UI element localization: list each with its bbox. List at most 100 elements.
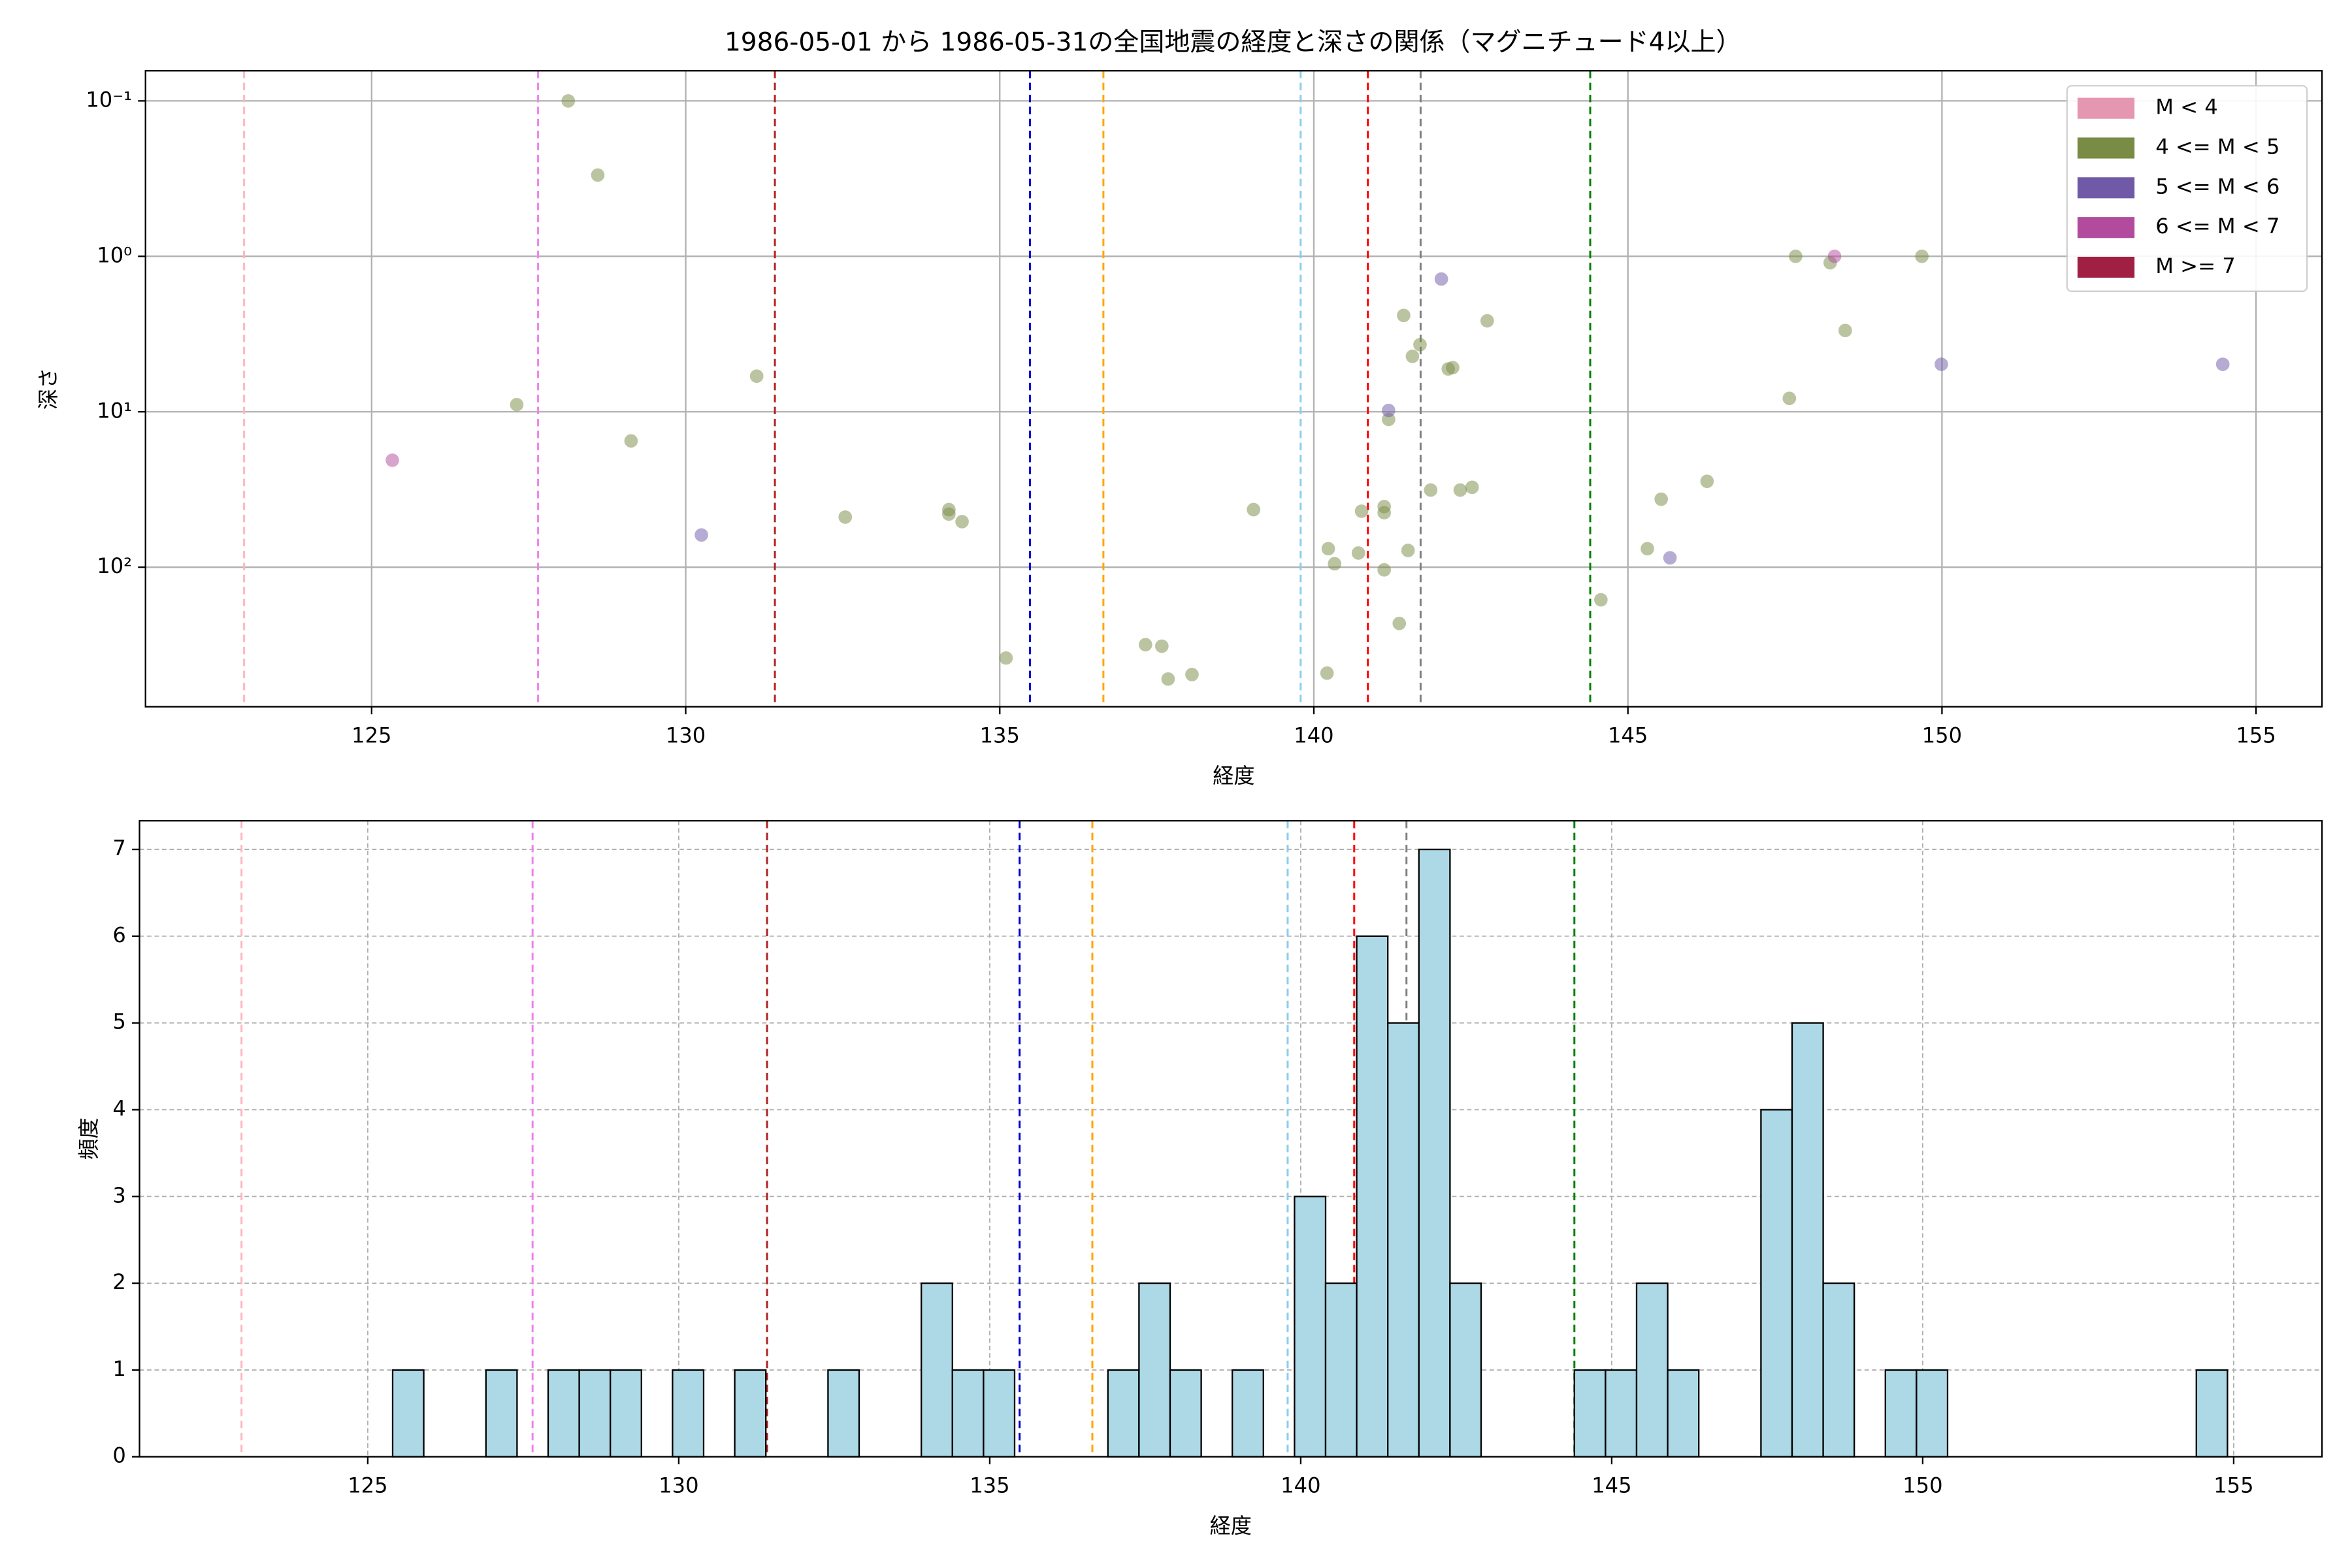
y-tick-label: 3 (112, 1183, 125, 1207)
y-tick-label: 2 (112, 1269, 125, 1294)
data-point (1654, 492, 1668, 506)
data-point (1594, 593, 1608, 607)
bar (1324, 1282, 1358, 1458)
x-tick-label: 155 (2236, 723, 2276, 748)
y-axis-label: 深さ (36, 368, 61, 410)
data-point (1185, 668, 1199, 681)
data-point (1405, 350, 1420, 363)
y-tick-label: 10² (97, 553, 132, 578)
bar (2195, 1369, 2229, 1458)
data-point (1397, 308, 1411, 323)
data-point (1663, 551, 1677, 565)
bar (1294, 1196, 1327, 1458)
x-tick-label: 130 (666, 723, 706, 748)
data-point (624, 434, 638, 448)
bar (547, 1369, 580, 1458)
data-point (999, 651, 1013, 665)
data-point (1434, 272, 1448, 286)
legend-swatch (2077, 256, 2135, 278)
legend-swatch (2077, 217, 2135, 238)
data-point (1641, 542, 1654, 556)
data-point (561, 94, 576, 108)
data-point (694, 528, 708, 542)
bar (1635, 1282, 1669, 1458)
data-point (1838, 323, 1852, 338)
y-tick-label: 5 (112, 1009, 125, 1034)
data-point (942, 507, 956, 521)
legend-box (2066, 85, 2308, 292)
data-point (1354, 504, 1369, 518)
data-point (385, 453, 399, 467)
legend-swatch (2077, 97, 2135, 119)
bar (1356, 935, 1389, 1458)
y-tick-label: 10⁻¹ (86, 87, 132, 112)
data-point (1789, 250, 1803, 263)
bar (1138, 1282, 1171, 1458)
plot-frame (144, 70, 2323, 708)
bar (1884, 1369, 1918, 1458)
bar (1169, 1369, 1202, 1458)
data-point (1453, 483, 1467, 497)
legend-label: M < 4 (2155, 95, 2218, 120)
data-point (1446, 361, 1460, 375)
data-point (510, 398, 524, 412)
data-point (1247, 502, 1261, 517)
y-tick-label: 10⁰ (97, 242, 132, 267)
bar (921, 1282, 953, 1458)
data-point (1138, 638, 1152, 652)
x-tick-label: 135 (970, 1473, 1009, 1498)
data-point (1401, 544, 1415, 557)
bar (734, 1369, 767, 1458)
data-point (1320, 666, 1334, 680)
data-point (1328, 557, 1342, 571)
x-tick-label: 125 (348, 1473, 387, 1498)
bar (983, 1369, 1016, 1458)
data-point (838, 510, 853, 524)
bar (1667, 1369, 1700, 1458)
x-tick-label: 150 (1922, 723, 1962, 748)
bar (578, 1369, 612, 1458)
bar (672, 1369, 705, 1458)
y-axis-label: 頻度 (76, 1118, 101, 1160)
bar (1916, 1369, 1949, 1458)
data-point (1782, 391, 1797, 406)
x-axis-label: 経度 (1213, 764, 1254, 789)
x-tick-label: 140 (1294, 723, 1333, 748)
x-tick-label: 145 (1592, 1473, 1631, 1498)
bar (1418, 848, 1451, 1458)
y-tick-label: 7 (112, 836, 125, 860)
data-point (1161, 672, 1175, 686)
data-point (1915, 250, 1929, 263)
data-point (591, 168, 605, 182)
data-point (955, 515, 969, 529)
data-point (1377, 563, 1391, 577)
bar (1573, 1369, 1607, 1458)
data-point (1377, 506, 1391, 520)
legend-swatch (2077, 177, 2135, 199)
x-tick-label: 135 (980, 723, 1020, 748)
data-point (1154, 639, 1169, 653)
y-tick-label: 6 (112, 923, 125, 947)
bar (1449, 1282, 1482, 1458)
x-tick-label: 145 (1608, 723, 1648, 748)
data-point (749, 369, 764, 384)
bar (1822, 1282, 1855, 1458)
data-point (2215, 357, 2230, 371)
legend-swatch (2077, 137, 2135, 159)
x-tick-label: 155 (2213, 1473, 2253, 1498)
chart-title: 1986-05-01 から 1986-05-31の全国地震の経度と深さの関係（マ… (725, 27, 1742, 57)
bar (1791, 1022, 1824, 1458)
legend: M < 4 4 <= M < 5 5 <= M < 6 6 <= M < 7 M >= … (2066, 85, 2308, 292)
y-tick-label: 4 (112, 1096, 125, 1120)
data-point (1827, 250, 1842, 263)
bar (1387, 1022, 1420, 1458)
legend-label: 6 <= M < 7 (2155, 214, 2279, 238)
legend-label: 4 <= M < 5 (2155, 135, 2279, 159)
x-tick-label: 140 (1281, 1473, 1320, 1498)
x-tick-label: 150 (1903, 1473, 1942, 1498)
data-point (1700, 474, 1714, 488)
data-point (1424, 483, 1438, 497)
plot-frame (139, 820, 2323, 1458)
